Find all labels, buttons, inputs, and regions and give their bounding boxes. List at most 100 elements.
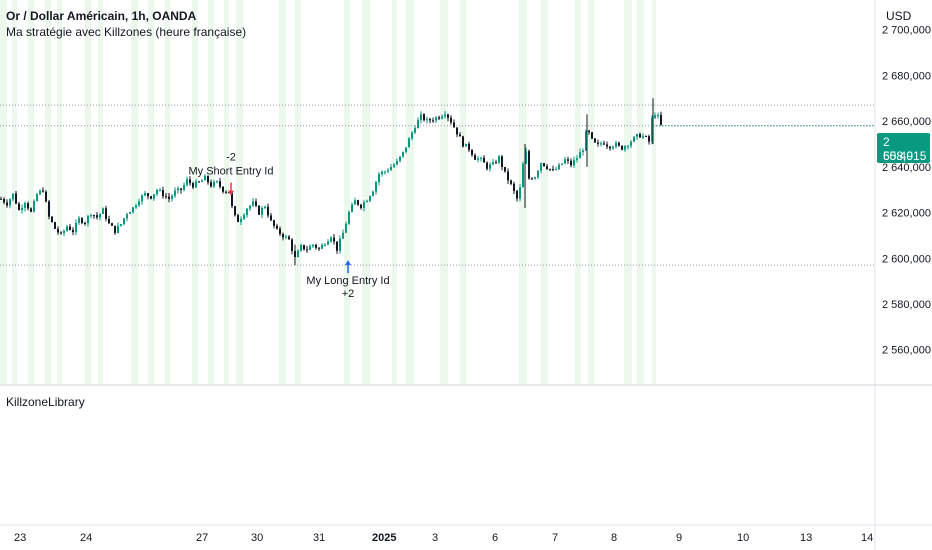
candle-body — [129, 212, 131, 214]
last-price-tag: 2 658,015 50:49 — [877, 133, 930, 163]
candle-body — [63, 230, 65, 234]
candle-body — [264, 206, 266, 209]
candle-body — [582, 150, 584, 153]
candle-body — [282, 233, 284, 238]
killzone-band — [0, 0, 7, 384]
candle-body — [645, 135, 647, 137]
candle-body — [300, 244, 302, 251]
candle-body — [375, 182, 377, 192]
price-tick-label: 2 640,000 — [882, 162, 931, 174]
candle-body — [660, 114, 662, 125]
candle-body — [486, 162, 488, 169]
candle-body — [228, 192, 230, 194]
candle-body — [573, 159, 575, 166]
candle-body — [168, 196, 170, 200]
killzone-band — [362, 0, 370, 384]
killzone-band — [344, 0, 350, 384]
candle-body — [189, 179, 191, 184]
candle-body — [66, 226, 68, 231]
candle-body — [3, 198, 5, 203]
candle-body — [180, 188, 182, 191]
killzone-band — [131, 0, 138, 384]
candle-body — [69, 226, 71, 230]
candle-body — [0, 198, 2, 200]
candle-body — [642, 135, 644, 138]
killzone-band — [460, 0, 466, 384]
candle-body — [108, 218, 110, 224]
candle-body — [114, 225, 116, 233]
chart-legend: Or / Dollar Américain, 1h, OANDA Ma stra… — [6, 8, 246, 40]
candle-body — [27, 203, 29, 209]
candle-body — [453, 122, 455, 128]
candle-body — [171, 195, 173, 200]
candle-body — [510, 180, 512, 184]
killzone-band — [637, 0, 644, 384]
currency-label[interactable]: USD — [886, 9, 912, 23]
candle-body — [363, 202, 365, 208]
candle-body — [72, 229, 74, 233]
candle-body — [330, 237, 332, 242]
time-axis[interactable]: 23 24 27 30 31 2025 3 6 7 8 9 10 13 14 — [14, 532, 873, 544]
candle-body — [9, 199, 11, 206]
lower-pane-label[interactable]: KillzoneLibrary — [6, 395, 85, 409]
time-tick-label: 30 — [251, 532, 263, 544]
candle-body — [177, 188, 179, 191]
candle-body — [117, 225, 119, 233]
candle-body — [231, 192, 233, 207]
candle-body — [33, 200, 35, 212]
candle-body — [105, 208, 107, 219]
candle-body — [396, 160, 398, 165]
candle-body — [18, 203, 20, 210]
candle-body — [309, 246, 311, 250]
candle-body — [162, 189, 164, 197]
time-tick-label: 23 — [14, 532, 26, 544]
candle-body — [84, 222, 86, 224]
price-axis[interactable]: 2 700,000 2 680,000 2 660,000 2 640,000 2 62… — [882, 25, 931, 357]
candle-body — [141, 195, 143, 202]
indicator-title[interactable]: Ma stratégie avec Killzones (heure franç… — [6, 25, 247, 39]
short-entry-label: My Short Entry Id — [189, 166, 274, 178]
candle-body — [627, 145, 629, 147]
candle-body — [411, 132, 413, 139]
candle-body — [336, 241, 338, 251]
candle-body — [516, 190, 518, 199]
candle-body — [621, 145, 623, 150]
candle-body — [606, 144, 608, 147]
short-entry-qty: -2 — [226, 152, 236, 164]
candle-body — [219, 181, 221, 187]
candle-body — [414, 128, 416, 133]
candle-body — [651, 118, 653, 142]
candle-body — [6, 202, 8, 206]
candle-body — [279, 228, 281, 234]
candle-body — [192, 183, 194, 188]
candle-body — [615, 142, 617, 147]
candle-body — [213, 181, 215, 187]
candle-body — [135, 205, 137, 208]
killzone-band — [236, 0, 243, 384]
candle-body — [438, 117, 440, 119]
candle-body — [234, 206, 236, 216]
candle-body — [99, 213, 101, 218]
candle-body — [207, 175, 209, 183]
candle-body — [528, 151, 530, 179]
symbol-title[interactable]: Or / Dollar Américain, 1h, OANDA — [6, 9, 197, 23]
candle-body — [618, 142, 620, 146]
candle-body — [36, 194, 38, 201]
long-entry-label: My Long Entry Id — [306, 275, 389, 287]
candle-body — [585, 130, 587, 151]
candle-body — [534, 177, 536, 179]
candle-body — [297, 250, 299, 258]
candle-body — [456, 127, 458, 135]
candle-body — [93, 215, 95, 217]
candle-body — [567, 159, 569, 161]
killzone-band — [148, 0, 154, 384]
killzone-bands — [0, 0, 656, 384]
candle-body — [60, 232, 62, 234]
candle-body — [78, 218, 80, 223]
candle-body — [156, 190, 158, 195]
candle-body — [597, 142, 599, 144]
candle-body — [579, 152, 581, 159]
candle-body — [384, 171, 386, 173]
candle-body — [225, 191, 227, 193]
